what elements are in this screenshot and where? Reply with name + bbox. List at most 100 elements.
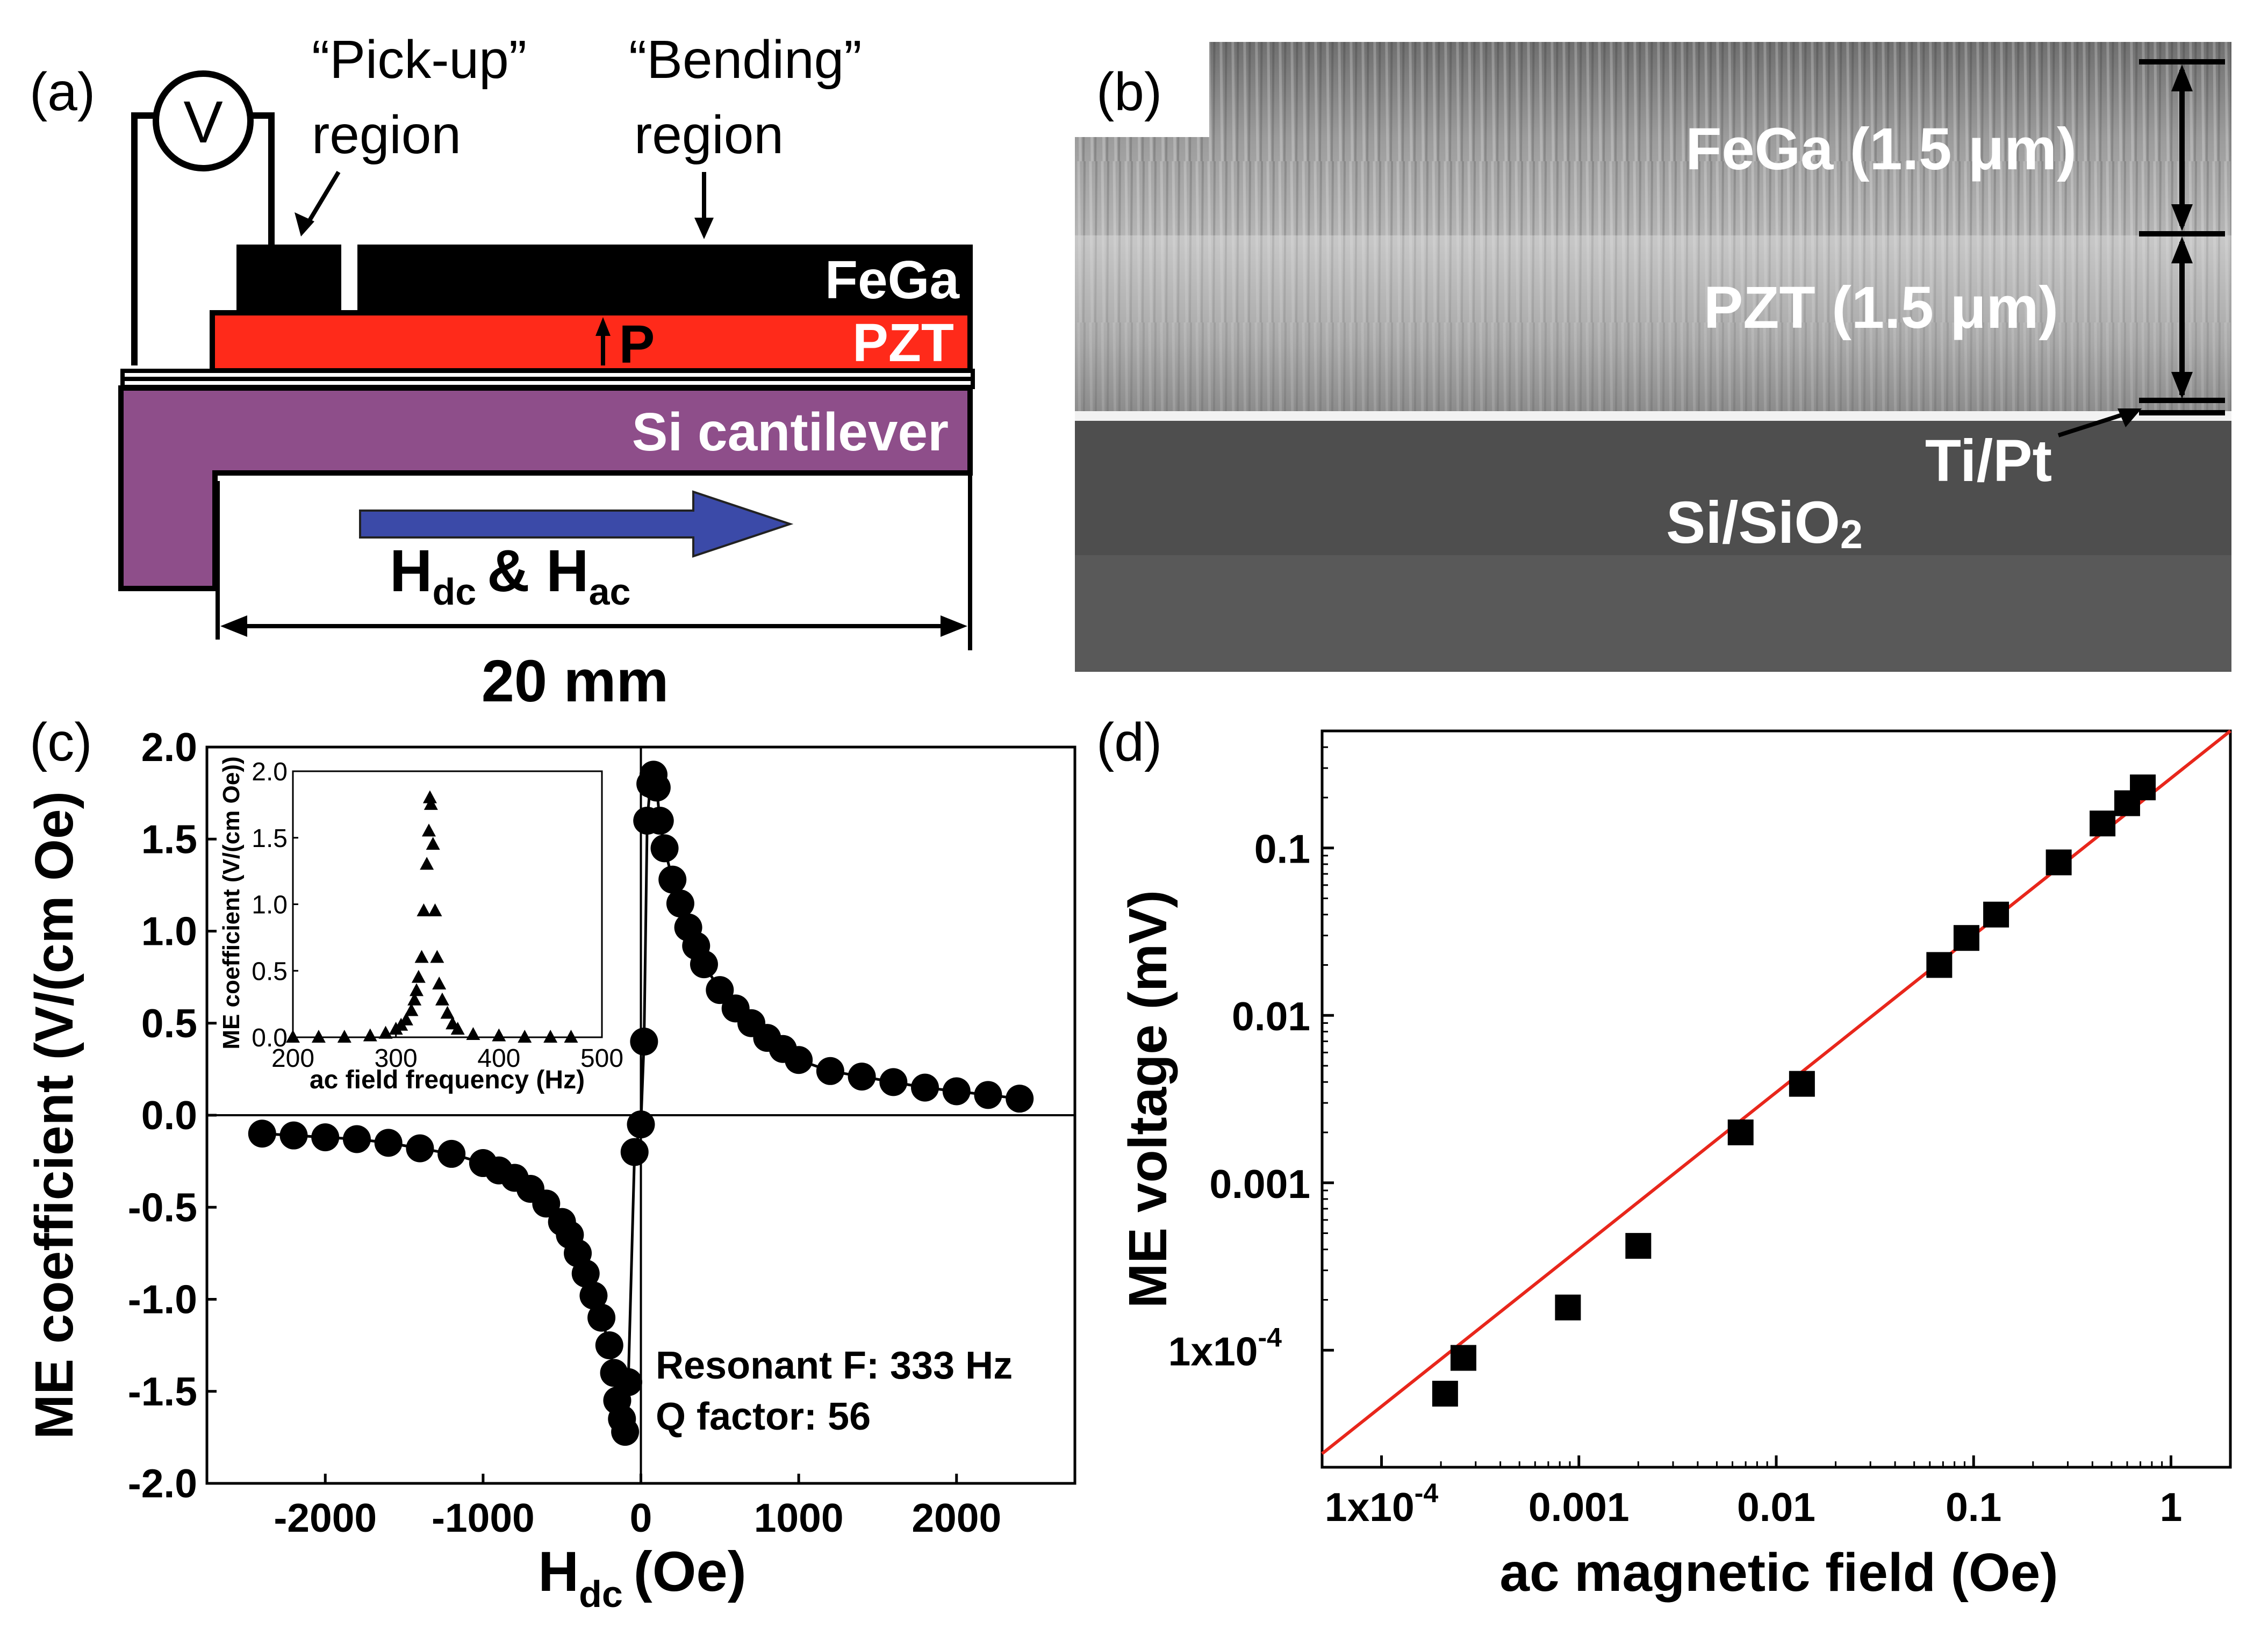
x-tick-label-4: 1 bbox=[2160, 1484, 2183, 1530]
chart-c-inset: 2.0 1.5 1.0 0.5 0.0 200 300 400 500 ME coeffici… bbox=[218, 756, 623, 1094]
data-point bbox=[658, 865, 687, 894]
fega-label: FeGa bbox=[825, 250, 960, 310]
chart-c-annotation-resonant: Resonant F: 333 Hz bbox=[656, 1344, 1013, 1387]
fega-bending-block bbox=[357, 245, 973, 312]
inset-y-tick-label-0: 2.0 bbox=[252, 758, 288, 786]
inset-data-point bbox=[411, 970, 426, 983]
x-tick-label-2: 0 bbox=[630, 1495, 652, 1540]
data-point bbox=[1983, 901, 2009, 928]
data-point bbox=[1727, 1119, 1754, 1145]
fit-line bbox=[1321, 729, 2231, 1455]
inset-y-tick-label-1: 1.5 bbox=[252, 824, 288, 853]
data-point bbox=[942, 1077, 971, 1106]
dim-arrow-right bbox=[941, 615, 967, 637]
fega-pickup-block bbox=[236, 245, 341, 312]
inset-data-point bbox=[428, 903, 442, 916]
inset-data-point bbox=[466, 1027, 480, 1041]
inset-data-point bbox=[424, 797, 438, 810]
y-tick-label-8: -2.0 bbox=[128, 1461, 197, 1506]
voltmeter-wire-right bbox=[250, 112, 275, 247]
data-point bbox=[406, 1134, 434, 1163]
data-point bbox=[279, 1121, 308, 1150]
inset-data-point bbox=[432, 977, 447, 989]
sem-fega-label: FeGa (1.5 μm) bbox=[1685, 116, 2077, 182]
x-tick-label-1: -1000 bbox=[432, 1495, 535, 1540]
chart-c-annotation-q: Q factor: 56 bbox=[656, 1395, 871, 1438]
data-point bbox=[642, 773, 671, 802]
inset-y-axis: 2.0 1.5 1.0 0.5 0.0 bbox=[252, 758, 298, 1052]
chart-c-ylabel: ME coefficient (V/(cm Oe) bbox=[24, 791, 84, 1439]
pickup-label-2: region bbox=[312, 105, 461, 165]
inset-frame bbox=[292, 770, 603, 1038]
bending-arrow-head bbox=[694, 218, 714, 239]
data-point bbox=[1006, 1085, 1034, 1113]
data-point bbox=[311, 1123, 340, 1152]
x-tick-label-1: 0.001 bbox=[1528, 1484, 1630, 1530]
inset-data-point bbox=[399, 1012, 413, 1025]
inset-data-point bbox=[422, 823, 436, 837]
si-cantilever bbox=[118, 385, 973, 591]
sem-pzt-label: PZT (1.5 μm) bbox=[1704, 275, 2058, 341]
sem-tipt-pointer-head bbox=[2118, 408, 2142, 427]
inset-data-point bbox=[286, 1030, 300, 1043]
data-point bbox=[666, 889, 694, 918]
inset-data-point bbox=[311, 1030, 326, 1043]
inset-data-point bbox=[492, 1028, 506, 1042]
pzt-layer bbox=[210, 310, 973, 374]
sem-si-label: Si/SiO2 bbox=[1666, 490, 1863, 557]
inset-x-tick-label-2: 400 bbox=[477, 1044, 520, 1073]
panel-d: (d) 1x10-4 0.001 0.01 0.1 1x10-4 0.001 0.01 0.… bbox=[1096, 712, 2232, 1603]
inset-data-point bbox=[564, 1030, 578, 1043]
inset-data-point bbox=[435, 992, 449, 1006]
panel-b-label: (b) bbox=[1096, 62, 1162, 122]
data-point bbox=[437, 1139, 466, 1168]
x-tick-label-2: 0.01 bbox=[1737, 1484, 1815, 1530]
inset-series bbox=[286, 790, 578, 1043]
data-point bbox=[1953, 925, 1979, 951]
y-tick-label-5: -0.5 bbox=[128, 1185, 197, 1230]
pickup-arrow bbox=[304, 170, 341, 227]
chart-d-fit bbox=[1321, 729, 2231, 1455]
x-tick-label-3: 1000 bbox=[754, 1495, 844, 1540]
y-tick-label-2: 0.01 bbox=[1232, 994, 1310, 1039]
data-point bbox=[1450, 1345, 1476, 1371]
data-point bbox=[974, 1081, 1002, 1109]
data-point bbox=[650, 834, 679, 863]
inset-data-point bbox=[543, 1030, 558, 1043]
y-tick-label-6: -1.0 bbox=[128, 1277, 197, 1322]
x-tick-exponent: -4 bbox=[1415, 1478, 1439, 1508]
y-tick-label-4: 0.0 bbox=[141, 1093, 197, 1138]
panel-c: (c) 2.0 1.5 1.0 0.5 0.0 -0.5 -1.0 -1.5 -2.0 -200… bbox=[24, 712, 1076, 1615]
inset-x-axis: 200 300 400 500 bbox=[271, 1032, 623, 1073]
inset-data-point bbox=[518, 1030, 532, 1043]
voltmeter-label: V bbox=[183, 89, 223, 155]
pickup-arrow-head bbox=[295, 212, 314, 236]
inset-data-point bbox=[337, 1030, 351, 1043]
inset-data-point bbox=[378, 1025, 393, 1039]
data-point bbox=[690, 950, 718, 979]
panel-b: (b) FeGa (1.5 μm) PZT (1.5 μm) Ti/Pt Si/… bbox=[1075, 32, 2231, 672]
x-tick-label-3: 0.1 bbox=[1946, 1484, 2001, 1530]
inset-data-point bbox=[450, 1022, 465, 1035]
polarization-arrow-head bbox=[595, 317, 611, 336]
inset-data-point bbox=[422, 790, 437, 803]
chart-d-y-axis: 1x10-4 0.001 0.01 0.1 bbox=[1168, 746, 1334, 1374]
data-point bbox=[816, 1057, 844, 1085]
data-point bbox=[595, 1331, 623, 1360]
pickup-label-1: “Pick-up” bbox=[312, 30, 527, 90]
panel-a-label: (a) bbox=[30, 62, 95, 122]
chart-d-xlabel: ac magnetic field (Oe) bbox=[1499, 1542, 2058, 1603]
y-tick-exponent: -4 bbox=[1258, 1322, 1282, 1352]
label-b-backdrop bbox=[1075, 32, 1209, 137]
inset-data-point bbox=[426, 837, 440, 850]
data-point bbox=[374, 1129, 403, 1157]
length-label: 20 mm bbox=[482, 648, 669, 714]
y-tick-label-3: 0.1 bbox=[1254, 827, 1310, 872]
chart-c-series bbox=[248, 760, 1034, 1446]
inset-data-point bbox=[414, 950, 429, 963]
data-point bbox=[2090, 810, 2116, 837]
x-tick-label-0: 1x10-4 bbox=[1325, 1478, 1439, 1530]
y-tick-label-0: 1x10-4 bbox=[1168, 1322, 1282, 1374]
y-tick-label-1: 0.001 bbox=[1209, 1161, 1310, 1207]
